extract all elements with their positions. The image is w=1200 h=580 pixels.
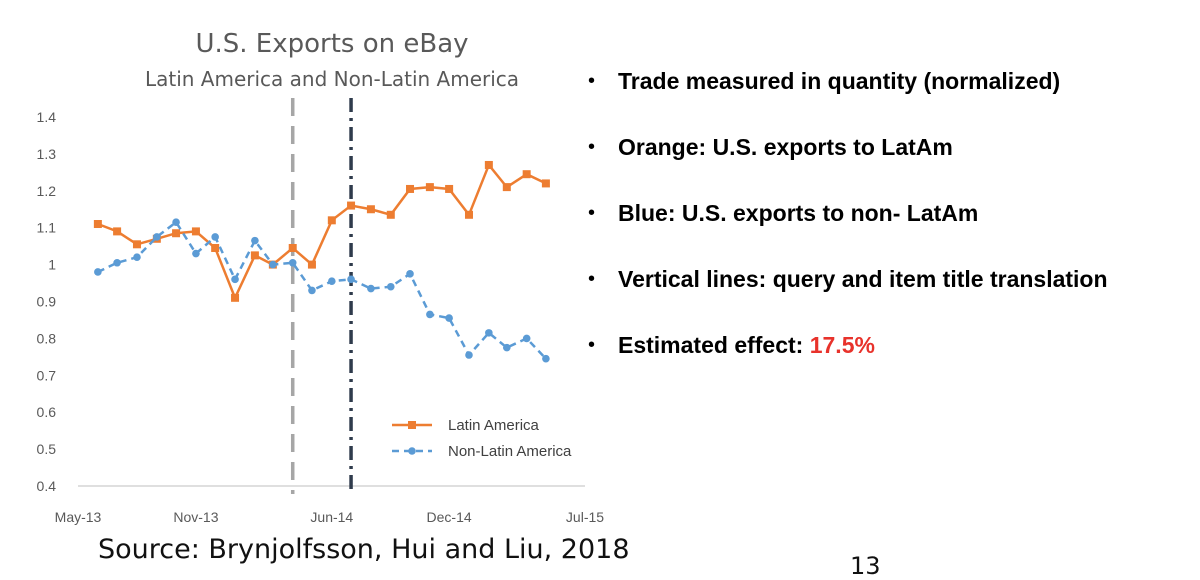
data-point-square [288,243,297,252]
data-point-square [250,251,259,260]
bullet-text: Estimated effect: [618,332,810,358]
bullet-dot-icon: • [588,136,596,158]
data-point-square [464,210,473,219]
bullet-dot-icon: • [588,70,596,92]
data-point-circle [113,258,121,267]
data-point-circle [94,268,102,276]
source-citation: Source: Brynjolfsson, Hui and Liu, 2018 [98,534,630,565]
x-tick-label: Nov-13 [173,509,218,525]
y-tick-label: 0.8 [37,330,57,346]
y-tick-label: 1.1 [37,220,57,236]
data-point-square [191,227,200,236]
data-point-circle [328,277,336,286]
y-tick-label: 1 [48,257,56,273]
data-point-square [211,243,220,252]
data-point-square [484,160,493,169]
data-point-square [366,205,375,214]
series-line [97,162,547,301]
bullet-item: • Orange: U.S. exports to LatAm [588,128,1200,194]
bullet-item: • Estimated effect: 17.5% [588,326,1200,392]
data-point-circle [542,354,550,363]
bullet-item: • Blue: U.S. exports to non- LatAm [588,194,1200,260]
data-point-circle [172,218,180,226]
bullet-dot-icon: • [588,334,596,356]
bullet-item: • Vertical lines: query and item title tr… [588,260,1200,326]
data-point-circle [211,233,219,241]
y-tick-label: 0.9 [37,294,57,310]
data-point-square [502,183,511,192]
data-point-square [307,260,316,269]
data-point-square [113,227,122,236]
y-tick-label: 0.4 [37,478,57,494]
legend-marker [408,421,416,429]
x-tick-label: May-13 [55,509,102,525]
legend-marker [408,447,416,455]
data-point-square [522,170,531,179]
bullet-dot-icon: • [588,202,596,224]
data-point-circle [308,286,316,295]
data-point-circle [251,236,259,245]
bullet-text: Orange: U.S. exports to LatAm [618,134,953,160]
bullet-item: • Trade measured in quantity (normalized) [588,62,1200,128]
chart: U.S. Exports on eBay Latin America and No… [0,0,620,540]
y-tick-label: 1.3 [37,146,57,162]
bullet-text: Trade measured in quantity (normalized) [618,68,1061,94]
data-point-square [425,183,434,192]
data-point-circle [465,351,473,359]
data-point-square [445,184,454,193]
data-point-circle [386,282,395,291]
data-point-circle [269,260,277,269]
y-tick-label: 0.5 [37,441,57,457]
x-tick-label: Dec-14 [427,509,472,525]
x-tick-label: Jul-15 [566,509,604,525]
data-point-circle [288,258,297,267]
data-point-circle [347,275,355,284]
x-tick-label: Jun-14 [310,509,353,525]
data-point-square [406,184,415,193]
data-point-circle [192,249,200,258]
data-point-circle [426,310,434,319]
estimated-effect-value: 17.5% [809,332,875,358]
data-point-circle [231,275,239,284]
data-point-circle [522,334,531,343]
data-point-square [93,220,102,229]
y-tick-label: 0.6 [37,404,57,420]
data-point-circle [406,270,414,278]
data-point-square [327,216,336,225]
data-point-circle [133,253,141,262]
bullet-list: • Trade measured in quantity (normalized)… [588,62,1200,392]
chart-subtitle: Latin America and Non-Latin America [145,67,519,91]
bullet-text: Vertical lines: query and item title tra… [618,266,1108,292]
chart-title: U.S. Exports on eBay [195,29,468,59]
legend-label: Latin America [448,417,540,434]
data-point-circle [503,343,511,352]
data-point-square [347,201,356,210]
y-tick-label: 1.2 [37,183,57,199]
bullet-dot-icon: • [588,268,596,290]
bullet-text: Blue: U.S. exports to non- LatAm [618,200,979,226]
page-number: 13 [850,552,881,580]
data-point-square [231,293,240,302]
data-point-circle [445,314,453,322]
data-point-square [386,210,395,219]
data-point-square [172,229,181,238]
data-point-square [132,240,141,249]
data-point-square [541,179,550,188]
y-tick-label: 1.4 [37,109,57,125]
data-point-circle [153,233,161,241]
data-point-circle [485,329,493,337]
chart-svg: U.S. Exports on eBay Latin America and No… [37,29,605,525]
data-point-circle [367,284,375,293]
series-line [97,220,547,360]
legend-label: Non-Latin America [448,443,572,460]
y-tick-label: 0.7 [37,367,57,383]
